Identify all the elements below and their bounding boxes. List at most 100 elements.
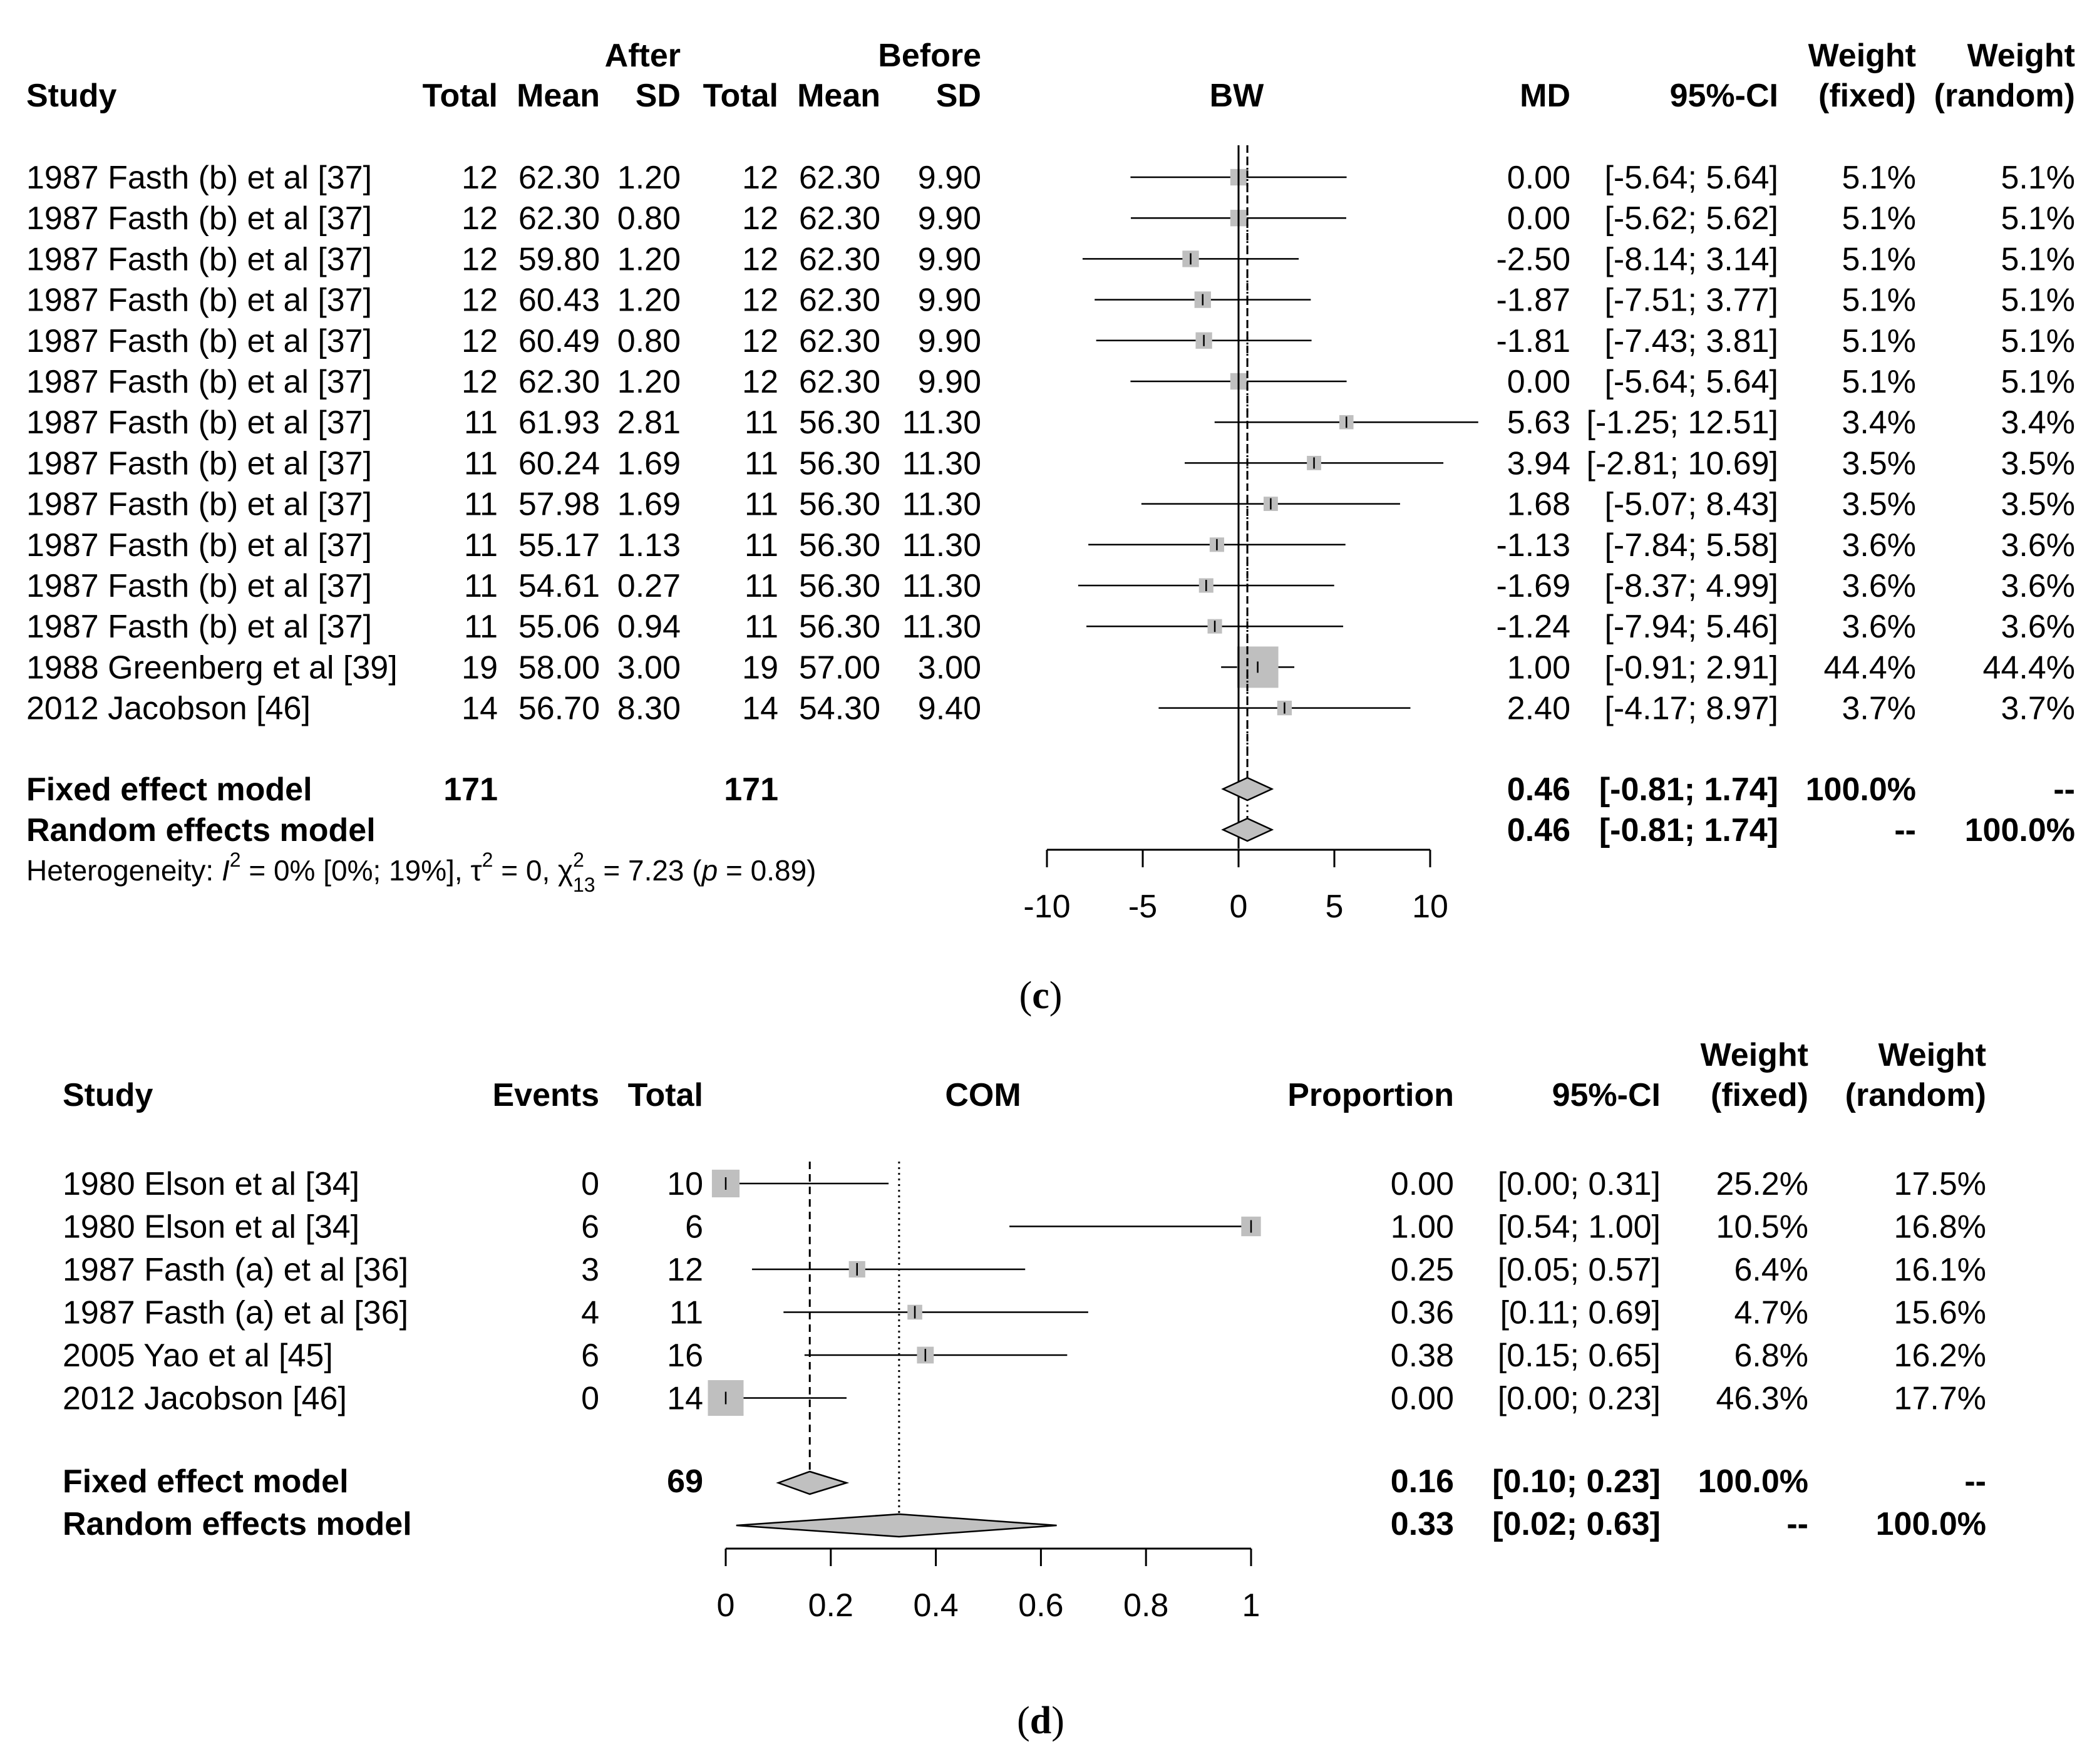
d-row-p: 0.36 (1391, 1295, 1454, 1331)
d-row-p: 0.00 (1391, 1166, 1454, 1202)
c-row-wr: 3.7% (2001, 691, 2075, 727)
c-row-mean-after: 62.30 (518, 160, 600, 196)
c-row-wf: 44.4% (1824, 649, 1916, 686)
c-caption: (c) (1019, 974, 1063, 1017)
c-header-total-before: Total (703, 78, 778, 114)
c-row-sd-before: 11.30 (902, 609, 981, 645)
c-row-sd-after: 1.69 (617, 487, 681, 523)
d-header-ci: 95%-CI (1552, 1077, 1661, 1113)
c-heterogeneity: Heterogeneity: I2 = 0% [0%; 19%], τ2 = 0… (26, 848, 817, 896)
c-row-wf: 5.1% (1842, 160, 1916, 196)
d-header-weight-random: Weight (1878, 1037, 1986, 1073)
d-row-ci: [0.15; 0.65] (1498, 1338, 1661, 1374)
c-row-mean-before: 56.30 (799, 445, 880, 482)
c-row-study: 1987 Fasth (b) et al [37] (26, 160, 372, 196)
c-header-after: After (605, 38, 681, 74)
c-row-sd-before: 9.90 (918, 282, 981, 319)
d-random-p: 0.33 (1391, 1506, 1454, 1542)
c-row-n-before: 12 (742, 323, 778, 359)
c-row-mean-after: 58.00 (518, 649, 600, 686)
c-row-sd-before: 11.30 (902, 445, 981, 482)
het-p: p (701, 854, 718, 887)
d-random-diamond (736, 1513, 1057, 1538)
d-caption: (d) (1017, 1700, 1064, 1742)
c-row-wr: 3.5% (2001, 487, 2075, 523)
c-header-sd-after: SD (636, 78, 681, 114)
c-row-study: 1987 Fasth (b) et al [37] (26, 241, 372, 277)
het-tau-sup: 2 (482, 848, 493, 871)
c-header-random: (random) (1934, 78, 2075, 114)
c-row-mean-after: 54.61 (518, 568, 600, 604)
d-header-measure: COM (945, 1077, 1021, 1113)
c-row-n-before: 11 (745, 609, 778, 645)
d-header-total: Total (628, 1077, 703, 1113)
het-chi: χ (558, 854, 573, 887)
c-row-study: 1987 Fasth (b) et al [37] (26, 445, 372, 482)
c-row-mean-before: 62.30 (799, 200, 880, 237)
d-x-tick-label: 1 (1242, 1587, 1260, 1624)
c-row-md: -2.50 (1496, 241, 1570, 277)
c-row-ci: [-0.91; 2.91] (1604, 649, 1778, 686)
c-row-wf: 3.4% (1842, 405, 1916, 441)
het-tau: τ (470, 854, 482, 887)
c-row-ci: [-5.07; 8.43] (1604, 487, 1778, 523)
c-row-mean-before: 56.30 (799, 487, 880, 523)
c-row-sd-after: 1.69 (617, 445, 681, 482)
c-fixed-wf: 100.0% (1806, 771, 1916, 808)
c-row-study: 1987 Fasth (b) et al [37] (26, 568, 372, 604)
c-row-md: -1.69 (1496, 568, 1570, 604)
c-row-n-before: 11 (745, 568, 778, 604)
c-row-md: 1.68 (1507, 487, 1570, 523)
d-row-total: 10 (667, 1166, 703, 1202)
d-row-events: 0 (581, 1381, 599, 1417)
c-row-mean-after: 62.30 (518, 364, 600, 400)
c-row-mean-before: 56.30 (799, 568, 880, 604)
c-row-study: 1987 Fasth (b) et al [37] (26, 487, 372, 523)
c-row-wr: 5.1% (2001, 200, 2075, 237)
c-fixed-n-before: 171 (724, 771, 778, 808)
c-header-fixed: (fixed) (1818, 78, 1916, 114)
c-row-n-after: 11 (464, 527, 498, 564)
d-row-wf: 4.7% (1734, 1295, 1808, 1331)
c-row-sd-after: 0.80 (617, 323, 681, 359)
c-row-n-before: 12 (742, 364, 778, 400)
d-row-events: 4 (581, 1295, 599, 1331)
d-row-wf: 10.5% (1716, 1209, 1808, 1246)
c-row-ci: [-7.94; 5.46] (1604, 609, 1778, 645)
het-chi-text: = 7.23 ( (595, 854, 703, 887)
panel-c: After Before Weight Weight Study Total M… (26, 38, 2075, 1017)
d-row-ci: [0.00; 0.31] (1498, 1166, 1661, 1202)
d-header-random: (random) (1845, 1077, 1986, 1113)
c-study-rows: 1987 Fasth (b) et al [37] 12 62.30 1.20 12 62… (26, 160, 2075, 727)
c-row-n-before: 12 (742, 282, 778, 319)
c-row-sd-before: 9.90 (918, 200, 981, 237)
c-row-sd-before: 11.30 (902, 405, 981, 441)
c-row-study: 2012 Jacobson [46] (26, 691, 311, 727)
c-row-ci: [-4.17; 8.97] (1604, 691, 1778, 727)
c-row-ci: [-5.64; 5.64] (1604, 160, 1778, 196)
c-row-study: 1987 Fasth (b) et al [37] (26, 323, 372, 359)
d-x-tick-label: 0 (717, 1587, 735, 1624)
c-header-before: Before (878, 38, 981, 74)
c-row-sd-before: 9.90 (918, 323, 981, 359)
c-row-sd-before: 11.30 (902, 487, 981, 523)
c-row-mean-before: 54.30 (799, 691, 880, 727)
c-row-wf: 3.6% (1842, 568, 1916, 604)
d-row-wr: 16.2% (1894, 1338, 1986, 1374)
c-row-md: 5.63 (1507, 405, 1570, 441)
c-row-wr: 3.5% (2001, 445, 2075, 482)
d-row-ci: [0.05; 0.57] (1498, 1252, 1661, 1288)
c-row-ci: [-8.37; 4.99] (1604, 568, 1778, 604)
c-row-sd-before: 3.00 (918, 649, 981, 686)
c-header-weight-fixed: Weight (1808, 38, 1916, 74)
het-i: I (222, 854, 230, 887)
c-row-n-after: 11 (464, 568, 498, 604)
c-row-sd-after: 1.20 (617, 282, 681, 319)
c-row-n-after: 12 (461, 364, 498, 400)
d-row-events: 3 (581, 1252, 599, 1288)
het-prefix: Heterogeneity: (26, 854, 222, 887)
c-header-study: Study (26, 78, 117, 114)
c-row-n-after: 11 (464, 445, 498, 482)
c-row-ci: [-7.84; 5.58] (1604, 527, 1778, 564)
